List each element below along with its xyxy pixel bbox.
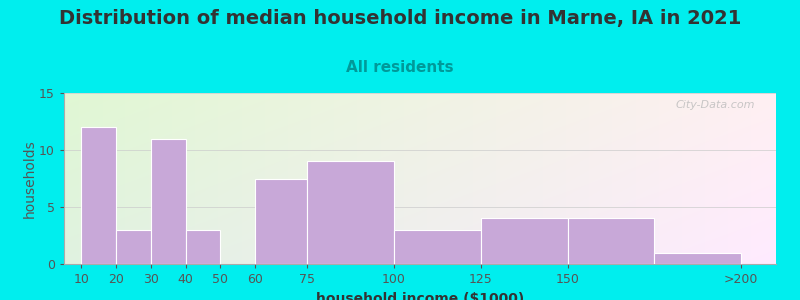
Bar — [151, 139, 186, 264]
Text: All residents: All residents — [346, 60, 454, 75]
Bar — [116, 230, 151, 264]
Bar — [481, 218, 568, 264]
Bar — [394, 230, 481, 264]
Text: Distribution of median household income in Marne, IA in 2021: Distribution of median household income … — [59, 9, 741, 28]
Bar — [307, 161, 394, 264]
Bar — [82, 127, 116, 264]
Bar — [568, 218, 654, 264]
Bar — [186, 230, 220, 264]
Bar — [255, 178, 307, 264]
Bar — [654, 253, 742, 264]
Text: City-Data.com: City-Data.com — [675, 100, 754, 110]
X-axis label: household income ($1000): household income ($1000) — [316, 292, 524, 300]
Y-axis label: households: households — [22, 139, 36, 218]
